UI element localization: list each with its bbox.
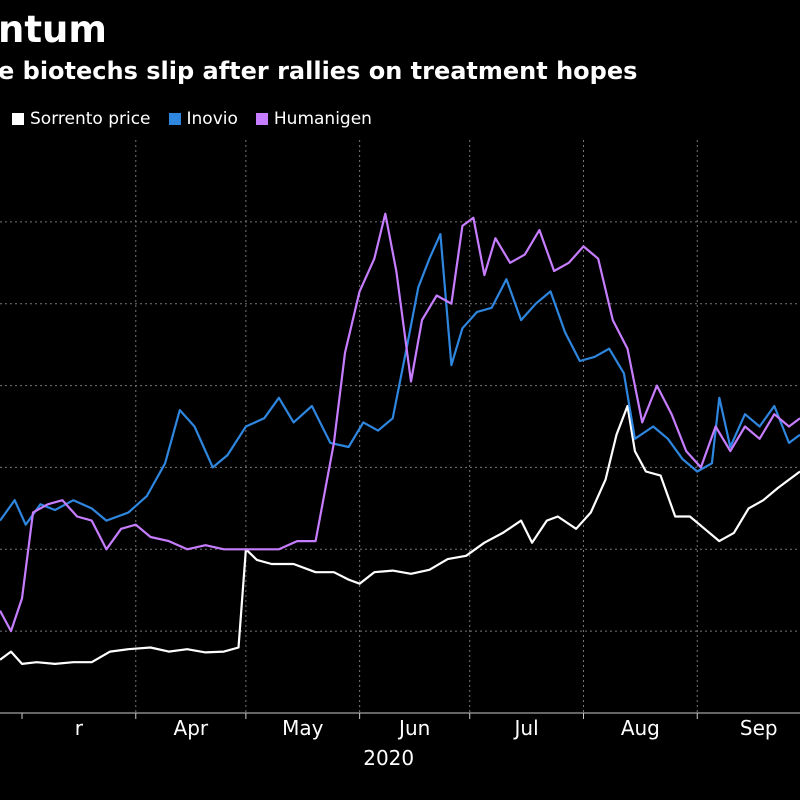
legend-label-sorrento: Sorrento price bbox=[30, 109, 151, 129]
x-tick-label: May bbox=[282, 716, 324, 740]
x-tick-label: Apr bbox=[174, 716, 209, 740]
x-tick-label: r bbox=[75, 716, 84, 740]
legend-swatch-humanigen bbox=[255, 113, 268, 125]
legend-swatch-inovio bbox=[168, 113, 181, 125]
x-year-label: 2020 bbox=[363, 746, 414, 770]
legend-item-inovio: Inovio bbox=[168, 108, 238, 130]
series-line-inovio bbox=[0, 233, 800, 526]
series-line-sorrento bbox=[0, 404, 800, 665]
x-tick-label: Aug bbox=[621, 716, 660, 740]
x-tick-label: Jun bbox=[397, 716, 430, 740]
grid bbox=[0, 140, 800, 713]
x-axis: r Apr May Jun Jul Aug Sep 2020 bbox=[0, 712, 800, 770]
legend-item-humanigen: Humanigen bbox=[255, 108, 372, 130]
chart-title: ntum bbox=[0, 8, 107, 51]
chart-legend: Sorrento price Inovio Humanigen bbox=[12, 108, 390, 130]
chart-subtitle: e biotechs slip after rallies on treatme… bbox=[0, 57, 638, 85]
legend-label-inovio: Inovio bbox=[186, 109, 238, 129]
x-tick-label: Jul bbox=[513, 716, 539, 740]
legend-item-sorrento: Sorrento price bbox=[12, 108, 151, 130]
series-line-humanigen bbox=[0, 212, 800, 633]
legend-swatch-sorrento bbox=[12, 113, 24, 125]
x-tick-label: Sep bbox=[740, 716, 778, 740]
legend-label-humanigen: Humanigen bbox=[273, 109, 372, 129]
series-lines bbox=[0, 212, 800, 665]
